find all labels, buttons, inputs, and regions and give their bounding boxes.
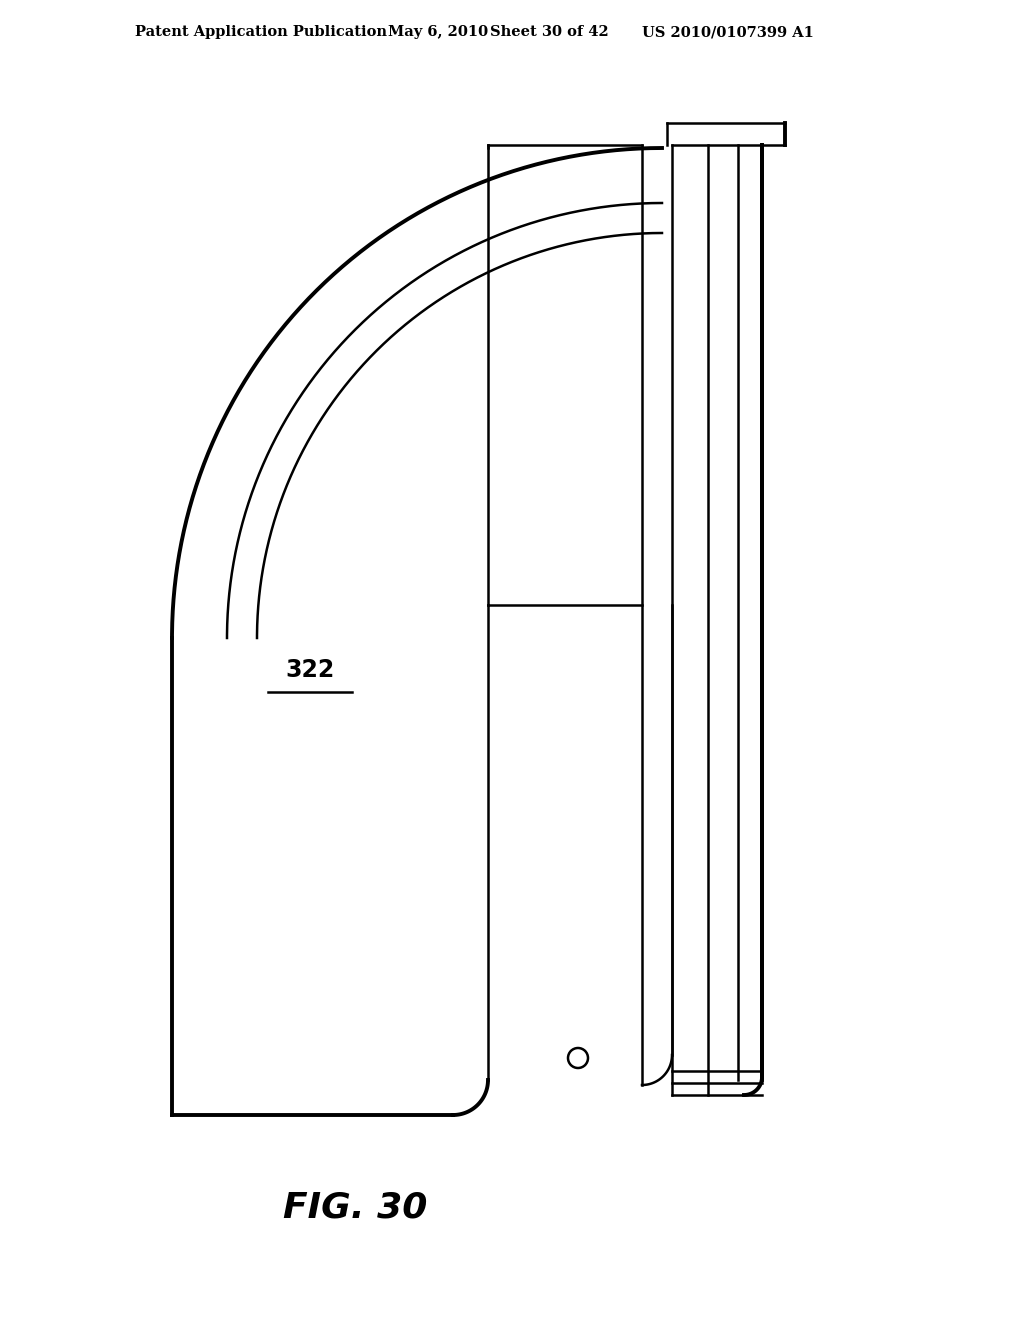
- Text: US 2010/0107399 A1: US 2010/0107399 A1: [642, 25, 814, 40]
- Text: May 6, 2010: May 6, 2010: [388, 25, 488, 40]
- Text: 322: 322: [286, 657, 335, 682]
- Text: Patent Application Publication: Patent Application Publication: [135, 25, 387, 40]
- Text: FIG. 30: FIG. 30: [283, 1191, 427, 1225]
- Text: Sheet 30 of 42: Sheet 30 of 42: [490, 25, 608, 40]
